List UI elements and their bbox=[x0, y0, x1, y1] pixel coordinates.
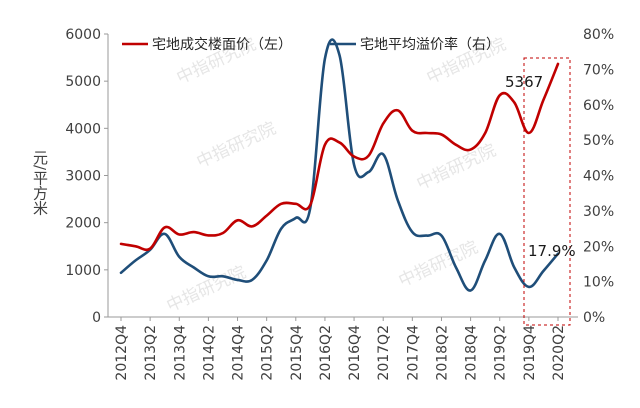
left-y-tick-label: 0 bbox=[92, 310, 101, 326]
x-tick-label: 2017Q2 bbox=[376, 325, 392, 381]
left-y-tick-label: 5000 bbox=[65, 74, 101, 90]
left-y-tick-label: 2000 bbox=[65, 216, 101, 232]
x-tick-label: 2018Q4 bbox=[464, 325, 480, 381]
x-tick-label: 2014Q4 bbox=[231, 325, 247, 381]
x-tick-label: 2017Q4 bbox=[405, 325, 421, 381]
x-tick-label: 2020Q2 bbox=[551, 325, 567, 381]
left-y-tick-label: 6000 bbox=[65, 27, 101, 43]
left-y-tick-label: 3000 bbox=[65, 169, 101, 185]
x-tick-label: 2015Q4 bbox=[289, 325, 305, 381]
right-y-tick-label: 70% bbox=[583, 62, 614, 78]
watermark-text: 中指研究院 bbox=[414, 140, 499, 194]
legend-label-right-series: 宅地平均溢价率（右） bbox=[360, 36, 500, 53]
x-tick-label: 2015Q2 bbox=[260, 325, 276, 381]
x-tick-label: 2014Q2 bbox=[201, 325, 217, 381]
x-tick-label: 2016Q2 bbox=[318, 325, 334, 381]
right-y-tick-labels: 0% 10% 20% 30% 40% 50% 60% 70% 80% bbox=[583, 27, 614, 326]
x-tick-label: 2012Q4 bbox=[114, 325, 130, 381]
right-y-tick-label: 80% bbox=[583, 27, 614, 43]
x-tick-labels: 2012Q4 2013Q2 2013Q4 2014Q2 2014Q4 2015Q2 2015… bbox=[114, 317, 567, 381]
right-y-tick-label: 30% bbox=[583, 204, 614, 220]
series-line-land-price bbox=[119, 62, 560, 252]
x-tick-label: 2019Q2 bbox=[493, 325, 509, 381]
right-y-tick-label: 10% bbox=[583, 275, 614, 291]
right-y-tick-label: 40% bbox=[583, 169, 614, 185]
right-y-tick-label: 50% bbox=[583, 133, 614, 149]
annotation-last-price: 5367 bbox=[505, 73, 543, 91]
series-line-premium-rate bbox=[119, 38, 560, 292]
x-tick-label: 2013Q4 bbox=[172, 325, 188, 381]
annotation-last-premium: 17.9% bbox=[528, 242, 576, 260]
highlight-box bbox=[523, 57, 571, 326]
legend-label-left-series: 宅地成交楼面价（左） bbox=[152, 36, 292, 53]
right-y-tick-label: 60% bbox=[583, 98, 614, 114]
watermark-text: 中指研究院 bbox=[396, 237, 481, 291]
x-tick-label: 2013Q2 bbox=[143, 325, 159, 381]
right-y-tick-label: 20% bbox=[583, 239, 614, 255]
left-y-tick-label: 4000 bbox=[65, 121, 101, 137]
left-y-tick-label: 1000 bbox=[65, 263, 101, 279]
left-y-tick-labels: 0 1000 2000 3000 4000 5000 6000 bbox=[65, 27, 108, 326]
x-tick-label: 2018Q2 bbox=[434, 325, 450, 381]
watermark-text: 中指研究院 bbox=[164, 262, 249, 316]
watermark-text: 中指研究院 bbox=[194, 118, 279, 172]
x-tick-label: 2016Q4 bbox=[347, 325, 363, 381]
x-tick-label: 2019Q4 bbox=[522, 325, 538, 381]
legend: 宅地成交楼面价（左） 宅地平均溢价率（右） bbox=[122, 36, 500, 53]
y-axis-title: 元/平方米 bbox=[31, 150, 49, 215]
series-lines bbox=[119, 38, 560, 292]
right-y-tick-label: 0% bbox=[583, 310, 605, 326]
